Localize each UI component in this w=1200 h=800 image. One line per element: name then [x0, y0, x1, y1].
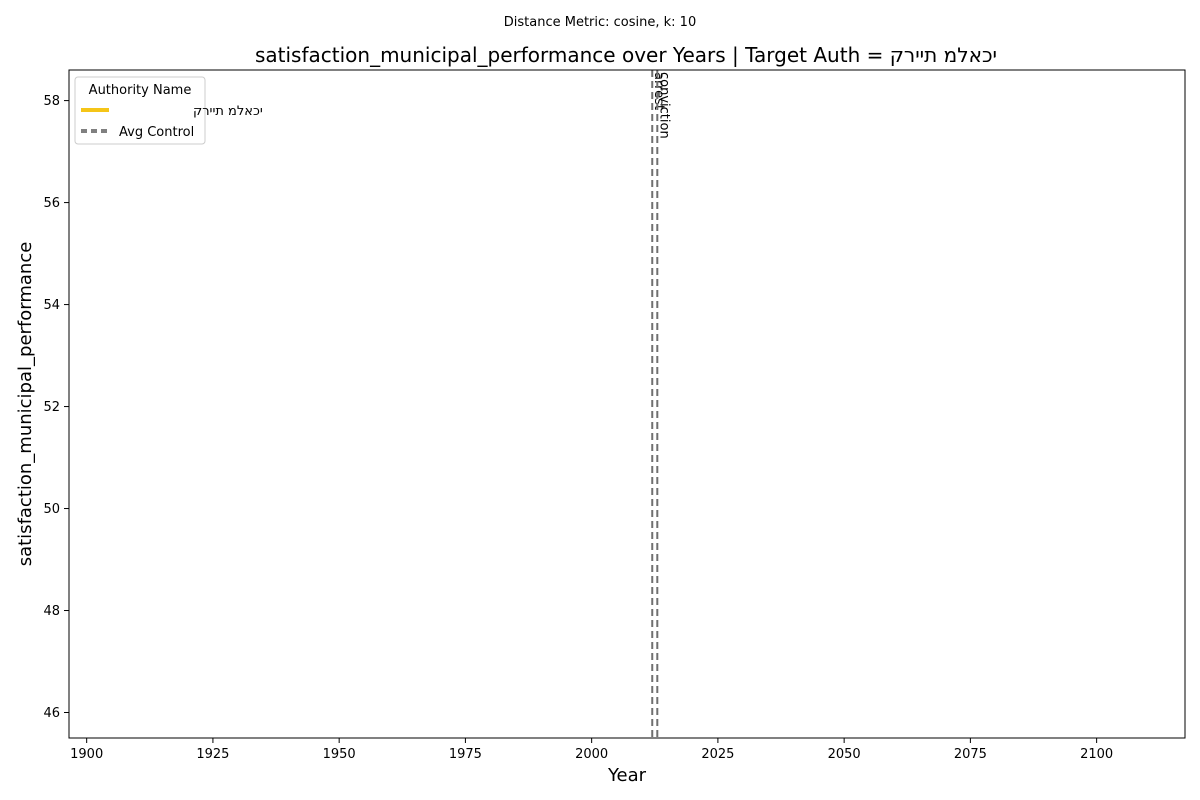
y-axis-ticks: 46 48 50 52 54 56 58 [43, 94, 69, 721]
legend-label-avg-control: Avg Control [119, 125, 194, 140]
x-tick-label: 2100 [1080, 747, 1113, 762]
x-tick-label: 2000 [575, 747, 608, 762]
legend-box [74, 76, 206, 145]
y-tick-label: 46 [43, 706, 60, 721]
chart-title: satisfaction_municipal_performance over … [255, 43, 997, 67]
x-axis-label: Year [607, 765, 647, 786]
event-label-arrest: arrest [651, 72, 666, 110]
legend-label-target: יכאלמ תיירק [193, 104, 263, 119]
y-tick-label: 48 [43, 604, 60, 619]
y-tick-label: 58 [43, 94, 60, 109]
x-tick-label: 1950 [323, 747, 356, 762]
x-tick-label: 2025 [701, 747, 734, 762]
x-axis-ticks: 1900 1925 1950 1975 2000 2025 2050 2075 2100 [70, 738, 1113, 762]
x-tick-label: 1900 [70, 747, 103, 762]
y-tick-label: 50 [43, 502, 60, 517]
y-tick-label: 56 [43, 196, 60, 211]
x-tick-label: 1975 [449, 747, 482, 762]
event-label-conviction: conviction [656, 72, 671, 139]
x-tick-label: 1925 [196, 747, 229, 762]
chart-suptitle: Distance Metric: cosine, k: 10 [504, 15, 696, 30]
x-tick-label: 2050 [828, 747, 861, 762]
legend: Authority Name יכאלמ תיירק Avg Control [74, 76, 263, 145]
y-tick-label: 54 [43, 298, 60, 313]
y-tick-label: 52 [43, 400, 60, 415]
plot-frame [68, 69, 1186, 739]
x-tick-label: 2075 [954, 747, 987, 762]
legend-title: Authority Name [89, 83, 192, 98]
y-axis-label: satisfaction_municipal_performance [15, 242, 36, 567]
